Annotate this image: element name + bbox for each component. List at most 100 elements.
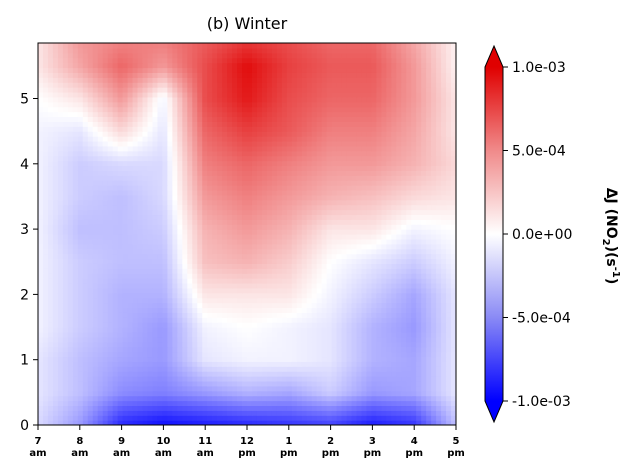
heatmap-cell — [296, 248, 303, 255]
heatmap-cell — [411, 170, 417, 176]
heatmap-cell — [406, 297, 412, 304]
heatmap-cell — [157, 390, 164, 397]
heatmap-cell — [77, 400, 84, 407]
heatmap-cell — [381, 253, 387, 260]
heatmap-cell — [386, 224, 392, 230]
heatmap-cell — [207, 150, 213, 157]
heatmap-cell — [426, 420, 432, 425]
heatmap-cell — [192, 385, 198, 392]
heatmap-cell — [192, 273, 198, 279]
heatmap-cell — [227, 238, 233, 245]
heatmap-cell — [82, 268, 89, 274]
heatmap-cell — [242, 366, 248, 372]
heatmap-cell — [92, 341, 99, 348]
heatmap-cell — [47, 136, 54, 142]
heatmap-cell — [396, 351, 402, 358]
heatmap-cell — [157, 385, 164, 392]
heatmap-cell — [261, 376, 268, 382]
heatmap-cell — [386, 214, 392, 220]
heatmap-cell — [341, 371, 348, 377]
heatmap-cell — [396, 390, 402, 397]
heatmap-cell — [406, 224, 412, 230]
heatmap-cell — [266, 322, 273, 328]
heatmap-cell — [416, 371, 422, 377]
heatmap-cell — [261, 341, 268, 348]
heatmap-cell — [82, 400, 89, 407]
heatmap-cell — [212, 268, 218, 274]
heatmap-cell — [396, 371, 402, 377]
heatmap-cell — [77, 287, 84, 294]
heatmap-cell — [331, 150, 338, 157]
heatmap-cell — [436, 224, 442, 230]
heatmap-cell — [137, 356, 144, 362]
heatmap-cell — [381, 366, 387, 372]
heatmap-cell — [222, 390, 228, 397]
heatmap-cell — [406, 248, 412, 255]
heatmap-cell — [127, 243, 134, 250]
heatmap-cell — [401, 175, 407, 181]
heatmap-cell — [416, 317, 422, 323]
heatmap-cell — [227, 395, 233, 402]
heatmap-cell — [132, 327, 139, 333]
heatmap-cell — [356, 297, 363, 304]
heatmap-cell — [286, 327, 293, 333]
heatmap-cell — [197, 292, 203, 299]
heatmap-cell — [336, 278, 343, 284]
heatmap-cell — [276, 140, 283, 147]
heatmap-cell — [187, 253, 193, 260]
heatmap-cell — [132, 189, 139, 196]
heatmap-cell — [251, 292, 258, 299]
heatmap-cell — [127, 361, 134, 367]
heatmap-cell — [182, 180, 188, 186]
heatmap-cell — [102, 327, 109, 333]
heatmap-cell — [256, 263, 263, 269]
heatmap-cell — [401, 410, 407, 416]
heatmap-cell — [87, 175, 94, 181]
heatmap-cell — [152, 292, 159, 299]
heatmap-cell — [237, 194, 243, 201]
heatmap-cell — [251, 385, 258, 392]
heatmap-cell — [197, 390, 203, 397]
heatmap-cell — [227, 376, 233, 382]
heatmap-cell — [147, 145, 154, 152]
heatmap-cell — [416, 327, 422, 333]
heatmap-cell — [187, 180, 193, 186]
heatmap-cell — [356, 253, 363, 260]
heatmap-cell — [97, 302, 104, 309]
heatmap-cell — [346, 297, 353, 304]
heatmap-cell — [167, 234, 173, 240]
heatmap-cell — [137, 420, 144, 425]
heatmap-cell — [237, 199, 243, 206]
heatmap-cell — [192, 243, 198, 250]
heatmap-cell — [286, 410, 293, 416]
heatmap-cell — [92, 180, 99, 186]
heatmap-cell — [212, 214, 218, 220]
heatmap-cell — [152, 175, 159, 181]
heatmap-cell — [112, 248, 119, 255]
heatmap-cell — [346, 322, 353, 328]
heatmap-cell — [316, 420, 323, 425]
heatmap-cell — [137, 366, 144, 372]
heatmap-cell — [251, 140, 258, 147]
heatmap-cell — [411, 380, 417, 387]
heatmap-cell — [112, 263, 119, 269]
heatmap-cell — [182, 150, 188, 157]
heatmap-cell — [306, 405, 313, 411]
heatmap-cell — [102, 371, 109, 377]
heatmap-cell — [286, 234, 293, 240]
heatmap-cell — [82, 327, 89, 333]
heatmap-cell — [207, 209, 213, 216]
heatmap-cell — [172, 292, 178, 299]
heatmap-cell — [227, 287, 233, 294]
heatmap-cell — [386, 405, 392, 411]
heatmap-cell — [436, 405, 442, 411]
heatmap-cell — [331, 160, 338, 167]
heatmap-cell — [102, 312, 109, 318]
heatmap-cell — [436, 395, 442, 402]
heatmap-cell — [316, 371, 323, 377]
heatmap-cell — [87, 356, 94, 362]
heatmap-cell — [371, 194, 377, 201]
heatmap-cell — [187, 185, 193, 191]
heatmap-cell — [177, 278, 183, 284]
heatmap-cell — [72, 395, 79, 402]
